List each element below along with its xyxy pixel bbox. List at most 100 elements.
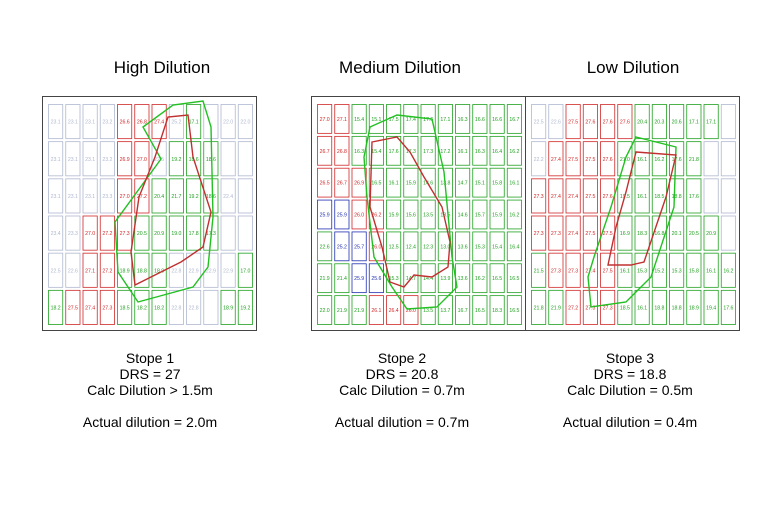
- block-cell: [506, 135, 522, 166]
- block-cell: [531, 104, 547, 140]
- block-cell: [368, 263, 384, 294]
- block-value: 15.3: [475, 244, 485, 250]
- block-cell: [686, 215, 702, 251]
- block-value: 15.7: [475, 213, 485, 219]
- block-value: 17.1: [706, 120, 716, 126]
- block-cell: [237, 104, 253, 140]
- stope-3-caption: Stope 3 DRS = 18.8 Calc Dilution = 0.5m …: [520, 350, 740, 430]
- block-cell: [351, 295, 367, 325]
- block-value: 26.4: [389, 308, 399, 314]
- block-value: 17.6: [389, 149, 399, 155]
- block-value: 17.8: [189, 231, 199, 237]
- block-cell: [48, 215, 64, 251]
- block-value: 16.5: [509, 276, 519, 282]
- block-value: 18.2: [137, 305, 147, 311]
- block-cell: [686, 178, 702, 214]
- block-value: 16.1: [706, 268, 716, 274]
- heading-high: High Dilution: [113, 58, 211, 77]
- block-cell: [368, 135, 384, 166]
- block-cell: [151, 289, 167, 325]
- block-cell: [82, 289, 98, 325]
- block-value: 27.3: [551, 268, 561, 274]
- block-value: 27.3: [534, 231, 544, 237]
- block-value: 27.2: [137, 194, 147, 200]
- block-value: 15.6: [406, 213, 416, 219]
- block-value: 16.6: [492, 117, 502, 123]
- block-cell: [565, 252, 581, 288]
- block-value: 16.5: [475, 308, 485, 314]
- block-value: 26.0: [354, 213, 364, 219]
- block-cell: [99, 141, 115, 177]
- block-cell: [334, 104, 350, 134]
- block-cell: [634, 178, 650, 214]
- block-cell: [489, 199, 505, 230]
- block-cell: [531, 178, 547, 214]
- block-value: 21.8: [534, 305, 544, 311]
- block-cell: [351, 199, 367, 230]
- block-value: 16.2: [475, 276, 485, 282]
- block-cell: [506, 167, 522, 198]
- block-cell: [317, 263, 333, 294]
- block-cell: [168, 252, 184, 288]
- block-cell: [403, 295, 419, 325]
- block-value: 27.4: [568, 194, 578, 200]
- block-value: 23.1: [51, 157, 61, 163]
- block-value: 17.2: [440, 149, 450, 155]
- actual-outline: [587, 136, 677, 308]
- block-value: 15.8: [689, 268, 699, 274]
- stope-2-caption: Stope 2 DRS = 20.8 Calc Dilution = 0.7m …: [292, 350, 512, 430]
- block-value: 20.9: [706, 231, 716, 237]
- block-value: 15.9: [389, 213, 399, 219]
- block-value: 26.5: [320, 181, 330, 187]
- block-cell: [351, 263, 367, 294]
- block-cell: [472, 104, 488, 134]
- block-value: 27.2: [102, 231, 112, 237]
- block-cell: [65, 289, 81, 325]
- block-cell: [186, 141, 202, 177]
- block-value: 27.3: [551, 231, 561, 237]
- block-value: 13.6: [458, 244, 468, 250]
- block-value: 17.6: [672, 157, 682, 163]
- block-value: 16.1: [458, 149, 468, 155]
- block-cell: [472, 167, 488, 198]
- block-cell: [420, 135, 436, 166]
- block-cell: [617, 178, 633, 214]
- block-cell: [220, 178, 236, 214]
- block-cell: [437, 263, 453, 294]
- block-cell: [48, 289, 64, 325]
- block-value: 18.2: [154, 305, 164, 311]
- block-cell: [437, 104, 453, 134]
- block-value: 15.9: [406, 181, 416, 187]
- block-value: 23.1: [68, 157, 78, 163]
- block-cell: [489, 295, 505, 325]
- block-value: 17.1: [189, 120, 199, 126]
- block-value: 22.9: [206, 268, 216, 274]
- block-value: 27.0: [85, 231, 95, 237]
- block-cell: [403, 167, 419, 198]
- block-value: 26.6: [120, 120, 130, 126]
- block-cell: [720, 178, 736, 214]
- block-value: 20.5: [137, 231, 147, 237]
- block-cell: [368, 295, 384, 325]
- block-value: 17.1: [440, 117, 450, 123]
- block-value: 27.2: [102, 268, 112, 274]
- block-value: 16.7: [509, 117, 519, 123]
- block-value: 27.1: [85, 268, 95, 274]
- block-cell: [82, 104, 98, 140]
- block-cell: [455, 199, 471, 230]
- block-cell: [472, 199, 488, 230]
- block-cell: [634, 215, 650, 251]
- block-value: 19.2: [240, 305, 250, 311]
- block-value: 27.6: [603, 157, 613, 163]
- block-cell: [220, 104, 236, 140]
- block-cell: [203, 289, 219, 325]
- block-cell: [651, 104, 667, 140]
- block-value: 13.7: [440, 308, 450, 314]
- block-cell: [203, 252, 219, 288]
- block-value: 12.5: [389, 244, 399, 250]
- block-value: 13.5: [440, 213, 450, 219]
- block-value: 27.5: [568, 120, 578, 126]
- block-cell: [220, 252, 236, 288]
- block-value: 27.5: [603, 231, 613, 237]
- block-cell: [134, 215, 150, 251]
